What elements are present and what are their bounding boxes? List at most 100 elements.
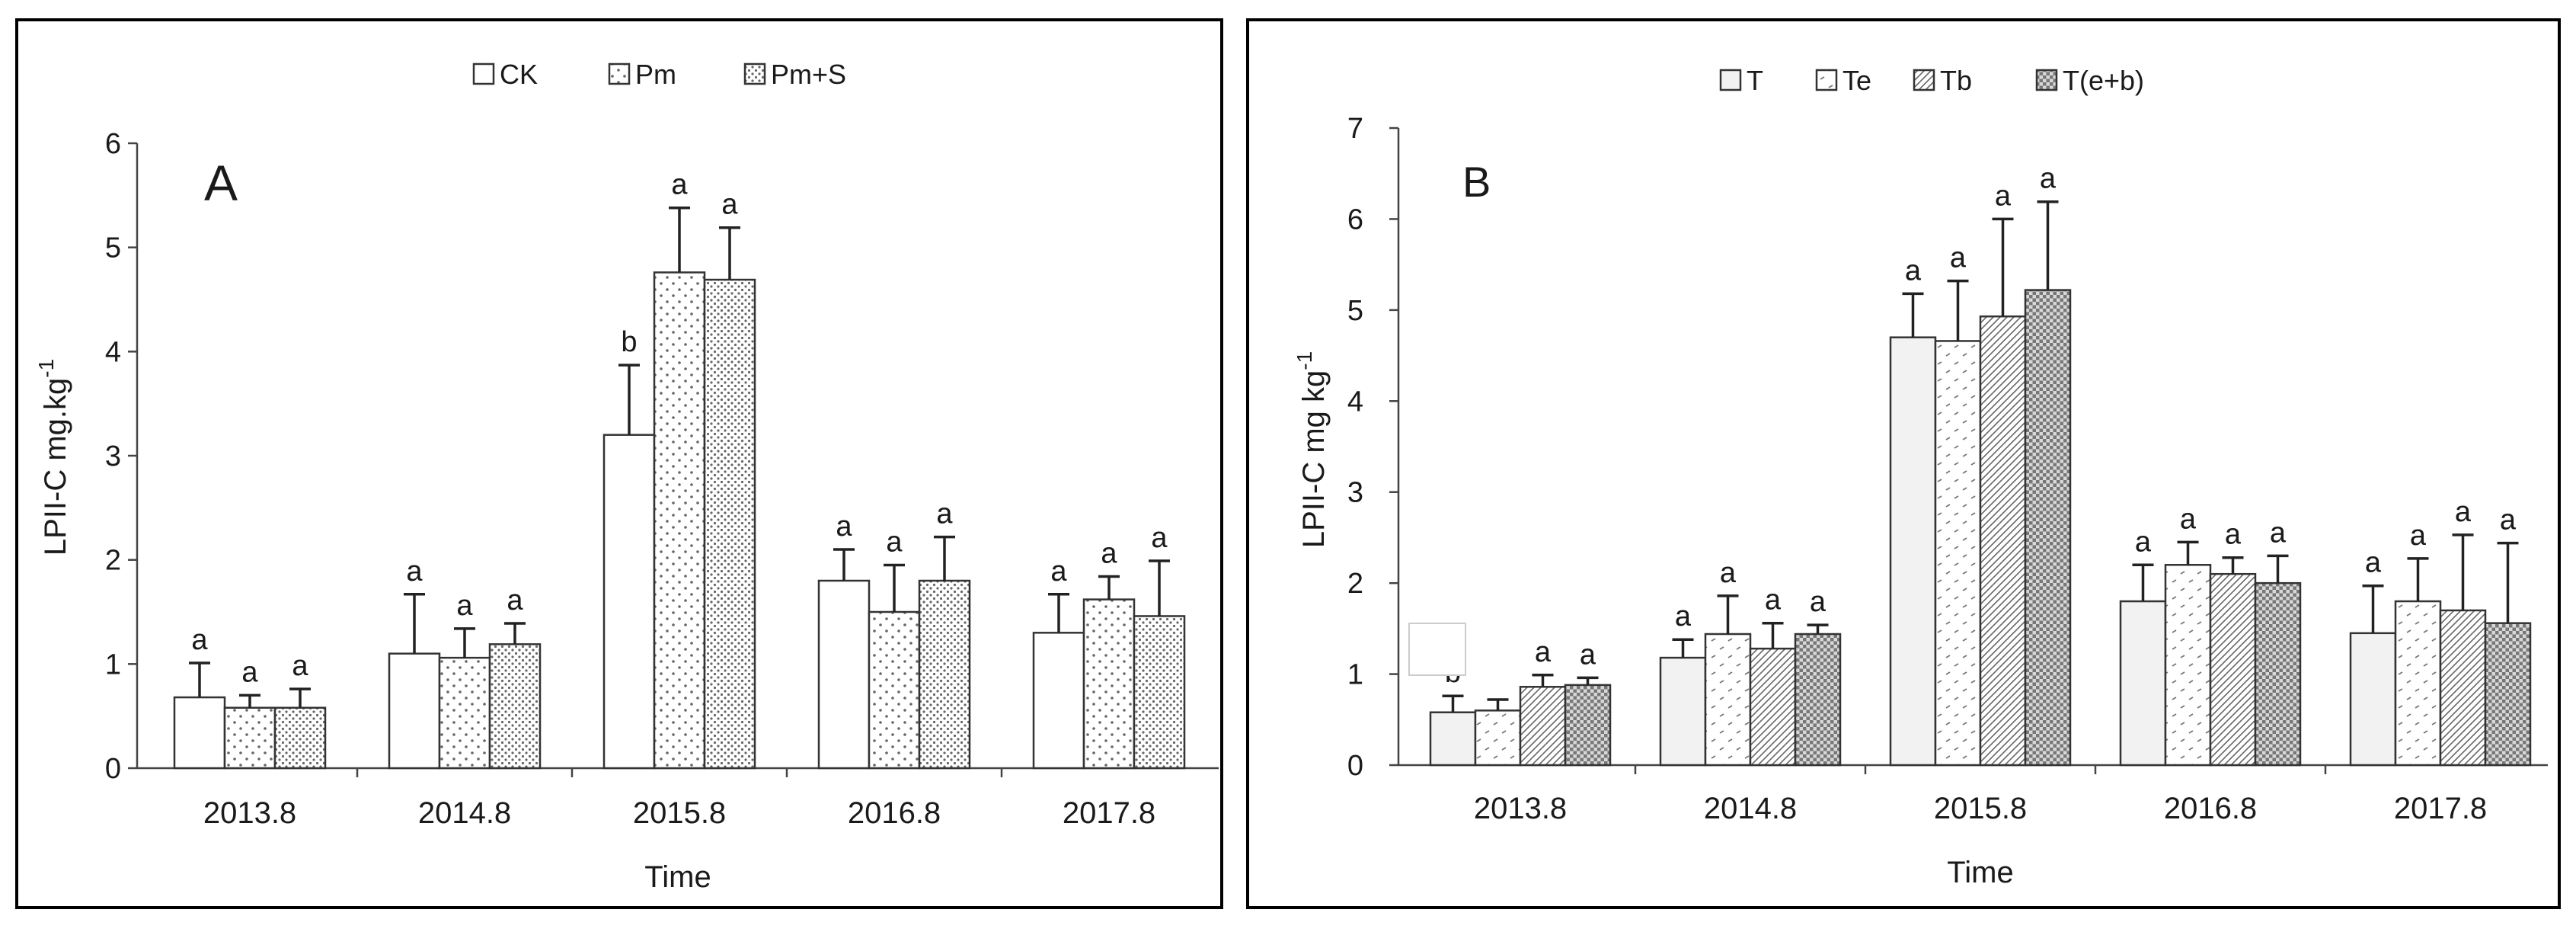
panel-a-x-axis-label: Time [644, 860, 711, 894]
panel-b-b-label-box [1408, 623, 1466, 676]
bar-te-2015.8 [1934, 340, 1982, 767]
panel-b: 0 1 2 3 4 5 6 7 2013.8 2014.8 2015.8 2016.8 2017.8 b… [1246, 18, 2561, 909]
panel-b-error-bars [1442, 200, 2519, 713]
x-tick-label: 2015.8 [1934, 792, 2027, 825]
bar-ck-2015.8 [602, 434, 656, 770]
y-tick-label: 6 [105, 128, 121, 160]
x-tick-label: 2013.8 [1474, 792, 1567, 825]
error-bar [2452, 533, 2474, 610]
significance-letter: a [886, 527, 903, 559]
y-tick-label: 7 [1347, 113, 1363, 145]
error-bar [719, 226, 740, 280]
legend-item-t: T [1719, 65, 1763, 96]
error-bar [1717, 594, 1739, 635]
x-tick-label: 2014.8 [1704, 792, 1797, 825]
panel-b-axes: 0 1 2 3 4 5 6 7 2013.8 2014.8 2015.8 2016.8 2017.8 [1347, 113, 2548, 825]
panel-a-significance-letters: a a a a a a b a a a a a a a a [191, 169, 1168, 689]
significance-letter: a [1580, 639, 1596, 671]
bar-te-2017.8 [2394, 600, 2442, 767]
bar-t-2015.8 [1889, 336, 1937, 767]
bar-ck-2013.8 [173, 696, 226, 770]
bar-tb-2017.8 [2439, 609, 2487, 767]
error-bar [2037, 200, 2059, 290]
error-bar [2362, 584, 2384, 633]
x-tick-label: 2014.8 [418, 796, 511, 830]
significance-letter: a [191, 624, 208, 656]
panel-b-bars [1429, 289, 2532, 767]
x-tick-label: 2013.8 [203, 796, 296, 830]
error-bar [1947, 279, 1969, 341]
error-bar [669, 206, 690, 273]
bar-te-2016.8 [2164, 564, 2212, 767]
bar-pm-s-2017.8 [1133, 615, 1186, 770]
error-bar [504, 622, 526, 645]
panel-b-x-axis-label: Time [1947, 856, 2013, 889]
error-bar [934, 535, 955, 581]
error-bar [1807, 623, 1829, 635]
significance-letter: a [671, 169, 688, 201]
bar-t-e-b--2015.8 [2024, 289, 2072, 767]
legend-label: Pm [635, 59, 676, 90]
y-tick-label: 3 [1347, 477, 1363, 509]
significance-letter: a [2500, 504, 2517, 536]
significance-letter: a [2180, 503, 2197, 535]
bar-te-2014.8 [1704, 633, 1752, 767]
y-tick-label: 1 [1347, 659, 1363, 691]
bar-pm-2014.8 [438, 656, 491, 770]
legend-swatch [1719, 69, 1742, 91]
significance-letter: a [1950, 242, 1967, 274]
legend-swatch [608, 62, 631, 85]
panel-b-significance-letters: baaaaaaaaaaaaaaaaaa [1445, 163, 2517, 689]
y-tick-label: 1 [105, 649, 121, 681]
significance-letter: a [406, 556, 423, 588]
y-tick-label: 3 [105, 440, 121, 472]
y-tick-label: 4 [105, 336, 121, 368]
significance-letter: a [1151, 522, 1168, 554]
bar-t-e-b--2016.8 [2254, 581, 2302, 767]
panel-a-y-axis-label-main: LPII-C mg.kg [39, 378, 72, 556]
significance-letter: a [721, 189, 738, 221]
significance-letter: a [1720, 557, 1737, 589]
panel-a-axes: 0 1 2 3 4 5 6 2013.8 2014.8 2015.8 2016.8 2017.8 [105, 128, 1219, 830]
significance-letter: a [2455, 496, 2472, 528]
legend-item-te: Te [1815, 65, 1871, 96]
legend-item-pm-s: Pm+S [743, 59, 846, 90]
error-bar [1992, 217, 2014, 317]
error-bar [1532, 674, 1554, 687]
error-bar [1487, 698, 1509, 711]
error-bar [1762, 621, 1784, 649]
y-tick-label: 0 [1347, 750, 1363, 782]
panel-b-legend: T Te Tb T(e+b) [1719, 65, 2144, 96]
x-tick-label: 2016.8 [848, 796, 941, 830]
significance-letter: a [2410, 520, 2427, 552]
significance-letter: a [2040, 163, 2057, 195]
bar-t-e-b--2017.8 [2484, 622, 2532, 767]
significance-letter: a [2365, 547, 2382, 579]
bar-te-2013.8 [1474, 709, 1522, 767]
legend-label: Tb [1940, 65, 1972, 96]
significance-letter: a [1905, 255, 1922, 287]
error-bar [833, 548, 855, 581]
error-bar [1442, 694, 1464, 713]
panel-a-legend: CK Pm Pm+S [472, 59, 846, 90]
panel-a-y-axis-label-sup: -1 [34, 359, 58, 378]
error-bar [1098, 575, 1120, 600]
x-tick-label: 2017.8 [1063, 796, 1155, 830]
legend-label: T(e+b) [2063, 65, 2144, 96]
legend-item-pm: Pm [608, 59, 676, 90]
bar-t-2014.8 [1659, 656, 1707, 767]
bar-tb-2014.8 [1749, 647, 1797, 767]
error-bar [1048, 593, 1069, 633]
legend-item-t-e-b-: T(e+b) [2035, 65, 2144, 96]
y-tick-label: 5 [1347, 295, 1363, 327]
bar-pm-2016.8 [868, 610, 921, 770]
legend-swatch [1913, 69, 1935, 91]
error-bar [2132, 563, 2154, 602]
error-bar [1149, 559, 1170, 617]
significance-letter: b [621, 326, 637, 358]
error-bar [2177, 540, 2199, 565]
bar-ck-2014.8 [388, 652, 441, 770]
y-tick-label: 4 [1347, 386, 1363, 418]
error-bar [1672, 638, 1694, 658]
legend-label: Pm+S [771, 59, 846, 90]
